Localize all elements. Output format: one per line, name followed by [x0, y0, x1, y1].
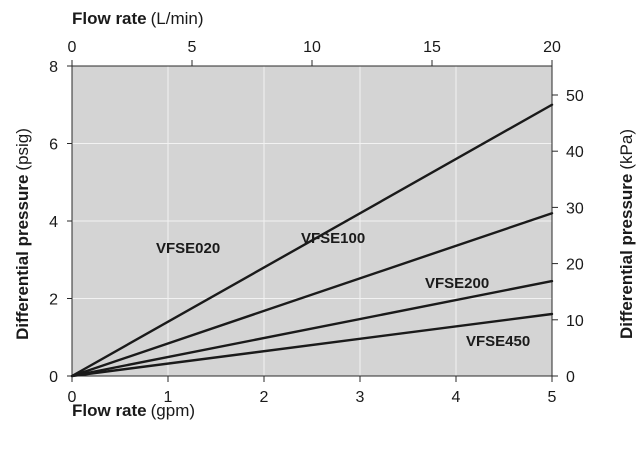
tick-label-right: 0: [566, 369, 575, 386]
grid: [72, 66, 552, 376]
tick-label-right: 10: [566, 313, 584, 330]
tick-label-left: 0: [49, 369, 58, 386]
tick-label-bottom: 3: [356, 389, 365, 406]
series-label-vfse100: VFSE100: [301, 230, 365, 247]
tick-label-bottom: 1: [164, 389, 173, 406]
tick-label-bottom: 4: [452, 389, 461, 406]
series-lines: [70, 103, 554, 378]
series-line-vfse200: [70, 279, 554, 378]
bottom-axis-title: Flow rate (gpm): [72, 401, 195, 420]
series-label-vfse200: VFSE200: [425, 275, 489, 292]
tick-label-left: 2: [49, 292, 58, 309]
tick-label-right: 50: [566, 88, 584, 105]
series-label-vfse020: VFSE020: [156, 240, 220, 257]
tick-label-left: 8: [49, 59, 58, 76]
tick-label-top: 10: [303, 39, 321, 56]
tick-label-bottom: 0: [68, 389, 77, 406]
tick-label-right: 30: [566, 200, 584, 217]
tick-label-top: 15: [423, 39, 441, 56]
tick-label-top: 0: [68, 39, 77, 56]
right-axis-title: Differential pressure(kPa): [617, 129, 636, 339]
top-axis-title: Flow rate (L/min): [72, 9, 204, 28]
series-label-vfse450: VFSE450: [466, 333, 530, 350]
tick-label-right: 20: [566, 257, 584, 274]
left-axis-title: Differential pressure(psig): [13, 128, 32, 340]
tick-label-bottom: 5: [548, 389, 557, 406]
tick-label-top: 5: [188, 39, 197, 56]
tick-label-left: 4: [49, 214, 58, 231]
tick-label-left: 6: [49, 137, 58, 154]
plot-frame: [67, 60, 558, 382]
tick-label-top: 20: [543, 39, 561, 56]
tick-label-right: 40: [566, 144, 584, 161]
series-line-vfse020: [70, 103, 554, 378]
tick-label-bottom: 2: [260, 389, 269, 406]
series-line-vfse100: [70, 212, 554, 378]
series-line-vfse450: [70, 312, 554, 378]
